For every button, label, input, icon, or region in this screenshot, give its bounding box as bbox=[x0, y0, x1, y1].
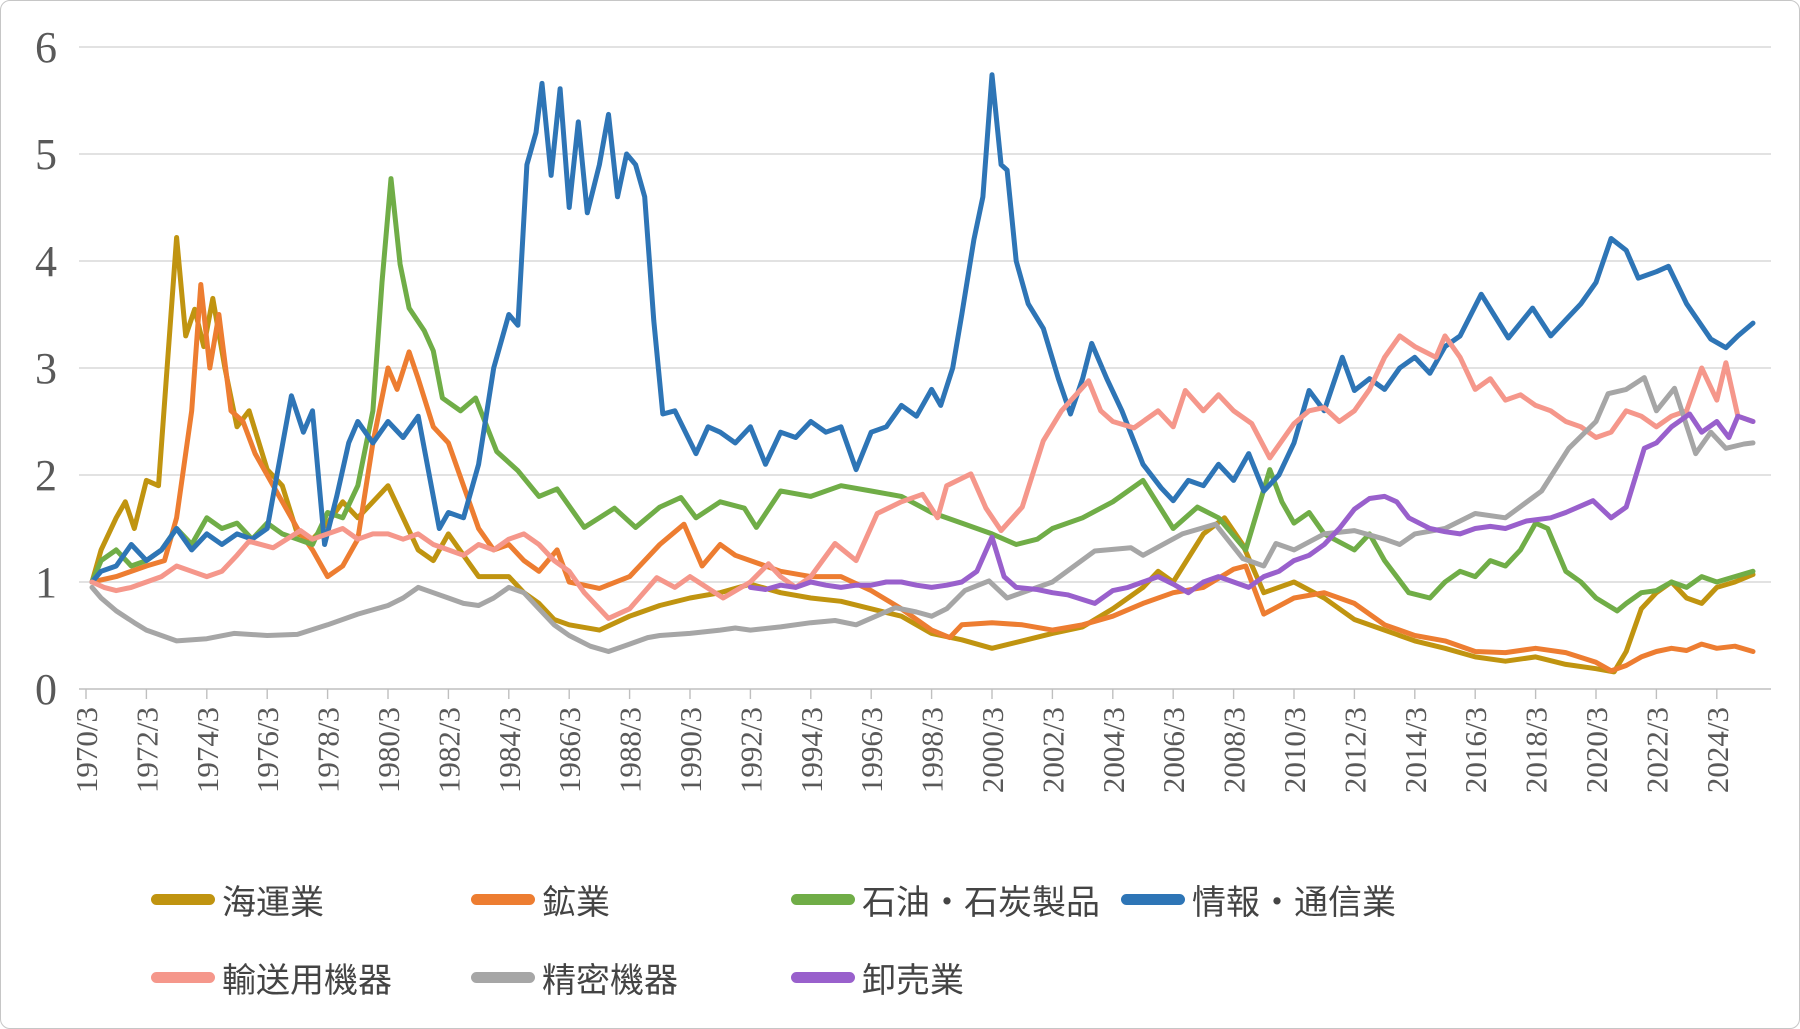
x-axis-label: 2012/3 bbox=[1337, 707, 1372, 793]
y-axis-label: 2 bbox=[35, 451, 57, 500]
x-axis-label: 2010/3 bbox=[1277, 707, 1312, 793]
x-axis-label: 1994/3 bbox=[794, 707, 829, 793]
x-axis-label: 1974/3 bbox=[190, 707, 225, 793]
x-axis-label: 2020/3 bbox=[1579, 707, 1614, 793]
legend-item-石油・石炭製品: 石油・石炭製品 bbox=[791, 875, 1100, 924]
legend-label: 輸送用機器 bbox=[222, 963, 392, 1000]
legend-swatch bbox=[1121, 894, 1185, 905]
legend-swatch bbox=[791, 972, 855, 983]
legend-item-鉱業: 鉱業 bbox=[471, 875, 610, 924]
legend-swatch bbox=[471, 972, 535, 983]
y-axis-label: 6 bbox=[35, 23, 57, 72]
legend-label: 卸売業 bbox=[862, 963, 964, 1000]
y-axis-label: 4 bbox=[35, 237, 57, 286]
x-axis-label: 2024/3 bbox=[1700, 707, 1735, 793]
x-axis-label: 2002/3 bbox=[1035, 707, 1070, 793]
series-line-精密機器 bbox=[89, 375, 1756, 654]
legend-swatch bbox=[471, 894, 535, 905]
series-line-石油・石炭製品 bbox=[89, 176, 1756, 614]
x-axis-label: 2000/3 bbox=[975, 707, 1010, 793]
x-axis-label: 1984/3 bbox=[492, 707, 527, 793]
legend-item-精密機器: 精密機器 bbox=[471, 953, 678, 1002]
x-axis-label: 1980/3 bbox=[371, 707, 406, 793]
legend-swatch bbox=[791, 894, 855, 905]
x-axis-label: 2018/3 bbox=[1519, 707, 1554, 793]
legend-swatch bbox=[151, 894, 215, 905]
x-axis-label: 1992/3 bbox=[733, 707, 768, 793]
x-axis-label: 1996/3 bbox=[854, 707, 889, 793]
legend-label: 石油・石炭製品 bbox=[862, 885, 1100, 922]
series-line-卸売業 bbox=[747, 411, 1756, 606]
legend-item-海運業: 海運業 bbox=[151, 875, 324, 924]
x-axis-label: 2006/3 bbox=[1156, 707, 1191, 793]
y-axis-label: 0 bbox=[35, 665, 57, 714]
series-line-情報・通信業 bbox=[89, 72, 1756, 585]
legend-item-輸送用機器: 輸送用機器 bbox=[151, 953, 392, 1002]
x-axis-label: 1998/3 bbox=[915, 707, 950, 793]
legend-item-情報・通信業: 情報・通信業 bbox=[1121, 875, 1396, 924]
legend-label: 精密機器 bbox=[542, 963, 678, 1000]
y-axis-label: 1 bbox=[35, 558, 57, 607]
legend-label: 情報・通信業 bbox=[1192, 885, 1396, 922]
x-axis-label: 2022/3 bbox=[1639, 707, 1674, 793]
series-line-海運業 bbox=[89, 235, 1756, 675]
x-axis-label: 1972/3 bbox=[129, 707, 164, 793]
x-axis-label: 1988/3 bbox=[613, 707, 648, 793]
x-axis-label: 1970/3 bbox=[69, 707, 104, 793]
legend-item-卸売業: 卸売業 bbox=[791, 953, 964, 1002]
series-line-輸送用機器 bbox=[89, 333, 1756, 621]
legend-swatch bbox=[151, 972, 215, 983]
legend-label: 鉱業 bbox=[542, 885, 610, 922]
x-axis-label: 2004/3 bbox=[1096, 707, 1131, 793]
x-axis-label: 1990/3 bbox=[673, 707, 708, 793]
line-chart: 0 1 2 3 4 5 6 1970/3 1972/3 1974/3 1976/3 1978/3 198… bbox=[35, 23, 1771, 793]
y-axis-label: 5 bbox=[35, 130, 57, 179]
legend-label: 海運業 bbox=[222, 885, 324, 922]
x-axis-label: 1976/3 bbox=[250, 707, 285, 793]
x-axis-label: 2016/3 bbox=[1458, 707, 1493, 793]
x-axis-label: 2008/3 bbox=[1217, 707, 1252, 793]
series-line-鉱業 bbox=[89, 282, 1756, 674]
x-axis-label: 1982/3 bbox=[431, 707, 466, 793]
x-axis-label: 1978/3 bbox=[311, 707, 346, 793]
x-axis-label: 2014/3 bbox=[1398, 707, 1433, 793]
y-axis-label: 3 bbox=[35, 344, 57, 393]
x-axis-label: 1986/3 bbox=[552, 707, 587, 793]
